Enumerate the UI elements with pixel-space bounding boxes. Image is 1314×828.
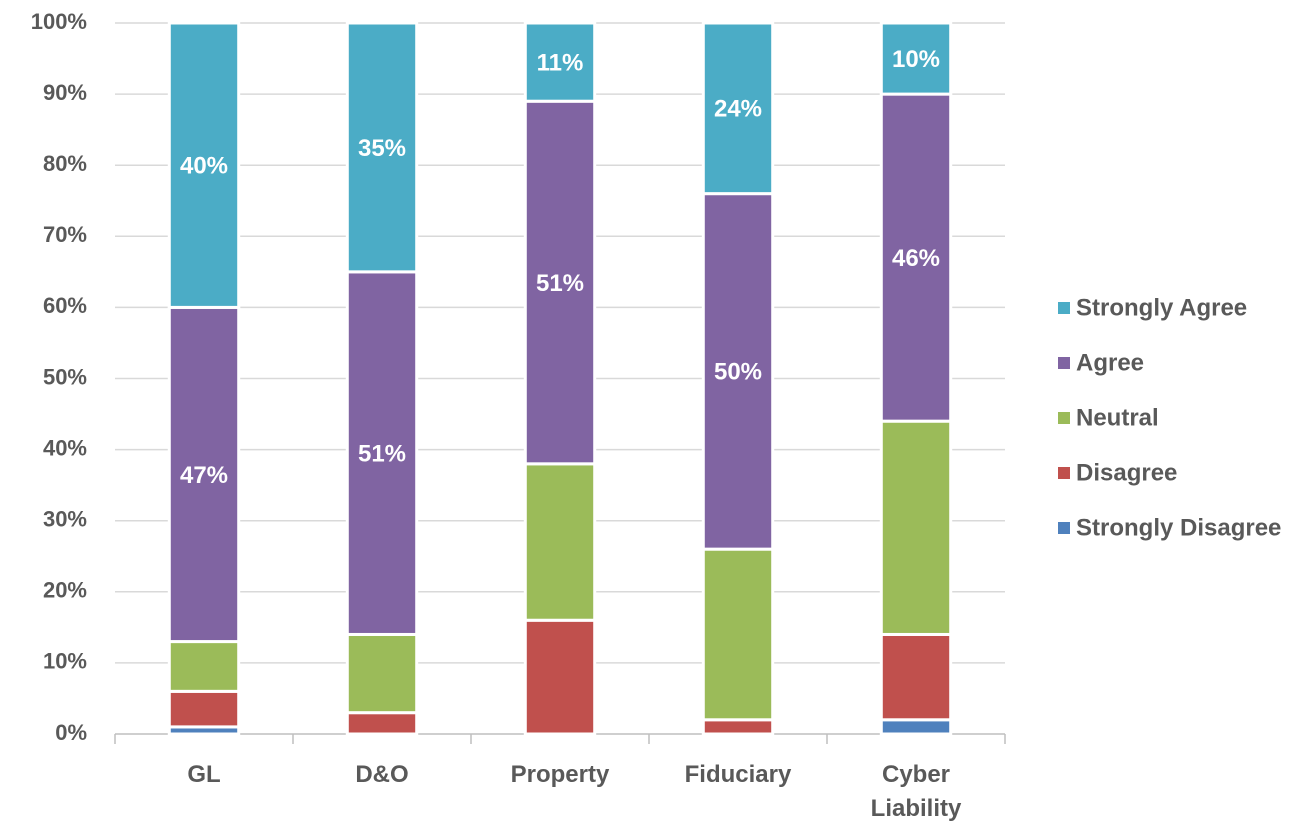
y-tick-label: 100% xyxy=(31,9,87,34)
legend-label: Agree xyxy=(1076,349,1144,376)
y-tick-label: 80% xyxy=(43,151,87,176)
bar-segment xyxy=(879,21,953,96)
bar-segment xyxy=(879,92,953,423)
bar-segment xyxy=(345,711,419,736)
bar-segment xyxy=(345,270,419,636)
legend-label: Disagree xyxy=(1076,459,1177,486)
data-label: 51% xyxy=(358,440,406,467)
bar-segment xyxy=(879,718,953,736)
data-label: 40% xyxy=(180,153,228,180)
legend-swatch xyxy=(1058,467,1070,479)
data-label: 10% xyxy=(892,46,940,73)
data-label: 35% xyxy=(358,135,406,162)
bar-segment xyxy=(701,547,775,722)
y-tick-label: 50% xyxy=(43,364,87,389)
bar-segment xyxy=(701,21,775,196)
bar-segment xyxy=(345,632,419,715)
bar-segment xyxy=(523,99,597,466)
bar-segment xyxy=(167,21,241,309)
data-label: 11% xyxy=(537,49,584,76)
bar-segment xyxy=(701,718,775,736)
x-tick-label: GL xyxy=(187,761,221,788)
bar-segment xyxy=(879,632,953,722)
y-tick-label: 90% xyxy=(43,80,87,105)
y-tick-label: 10% xyxy=(43,649,87,674)
data-label: 47% xyxy=(180,462,228,489)
y-tick-label: 60% xyxy=(43,293,87,318)
bar-segment xyxy=(879,419,953,636)
bar-segment xyxy=(167,689,241,729)
legend-swatch xyxy=(1058,522,1070,534)
y-tick-label: 20% xyxy=(43,578,87,603)
bar-segment xyxy=(701,192,775,551)
legend-label: Strongly Agree xyxy=(1076,294,1247,321)
y-tick-label: 0% xyxy=(55,720,87,745)
legend-swatch xyxy=(1058,302,1070,314)
bar-segment xyxy=(345,21,419,274)
x-tick-label: D&O xyxy=(355,761,409,788)
data-label: 24% xyxy=(714,96,762,123)
data-label: 46% xyxy=(892,245,940,272)
bar-segment xyxy=(523,21,597,103)
y-tick-label: 40% xyxy=(43,435,87,460)
data-label: 51% xyxy=(536,270,584,297)
x-tick-label: Property xyxy=(510,761,610,788)
data-label: 50% xyxy=(714,359,762,386)
bar-segment xyxy=(523,618,597,736)
legend-swatch xyxy=(1058,412,1070,424)
legend-swatch xyxy=(1058,357,1070,369)
y-tick-label: 30% xyxy=(43,507,87,532)
y-tick-label: 70% xyxy=(43,222,87,247)
legend-label: Neutral xyxy=(1076,404,1159,431)
bar-segment xyxy=(523,462,597,622)
bar-segment xyxy=(167,640,241,693)
legend-label: Strongly Disagree xyxy=(1076,514,1281,541)
x-tick-label: Fiduciary xyxy=(684,761,792,788)
x-tick-label: Cyber Liability xyxy=(870,761,962,822)
bar-segment xyxy=(167,305,241,644)
